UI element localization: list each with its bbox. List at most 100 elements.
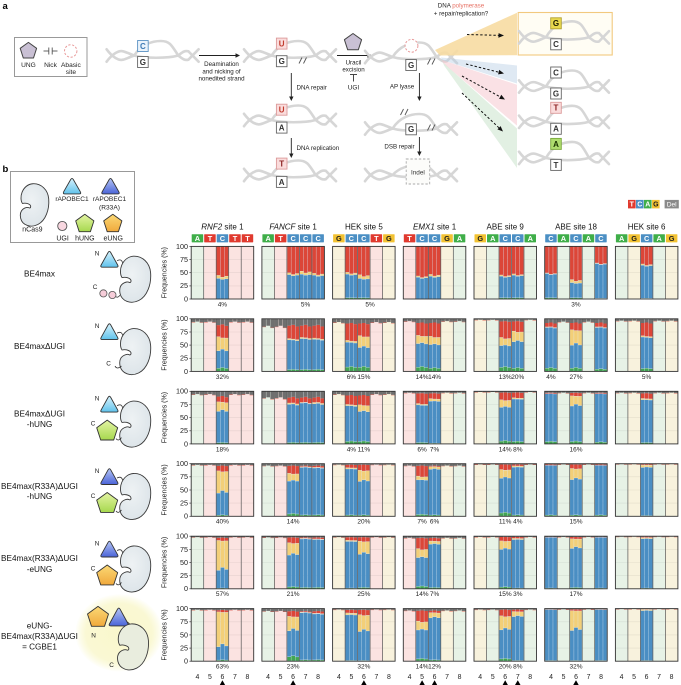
svg-text:G: G — [386, 234, 392, 243]
svg-text:Del: Del — [667, 201, 677, 208]
svg-text:(R33A): (R33A) — [99, 204, 120, 211]
svg-text:T: T — [374, 234, 379, 243]
svg-text:8%: 8% — [513, 446, 523, 453]
svg-text:8: 8 — [316, 674, 320, 681]
svg-text:BE4maxΔUGI: BE4maxΔUGI — [14, 342, 65, 351]
svg-text:C: C — [553, 68, 559, 77]
svg-text:8: 8 — [670, 674, 674, 681]
svg-text:0: 0 — [184, 439, 188, 448]
svg-text:5%: 5% — [365, 301, 375, 308]
svg-text:13%: 13% — [499, 374, 512, 381]
svg-text:8: 8 — [458, 674, 462, 681]
svg-text:T: T — [554, 104, 559, 113]
svg-text:BE4max(R33A)ΔUGI: BE4max(R33A)ΔUGI — [1, 632, 78, 641]
svg-text:6: 6 — [503, 674, 507, 681]
svg-text:Frequencies (%): Frequencies (%) — [162, 319, 169, 370]
svg-text:Deamination: Deamination — [204, 61, 239, 68]
svg-text:Abasic: Abasic — [61, 62, 81, 69]
svg-text:75: 75 — [180, 255, 188, 264]
svg-text:A: A — [561, 234, 567, 243]
svg-text:C: C — [303, 234, 309, 243]
svg-text:G: G — [140, 58, 146, 67]
svg-text:14%: 14% — [428, 374, 441, 381]
svg-text:27%: 27% — [569, 374, 582, 381]
svg-text:N: N — [91, 632, 96, 639]
svg-text:ABE site 18: ABE site 18 — [555, 222, 597, 231]
svg-text:C: C — [432, 234, 438, 243]
svg-text:HEK site 6: HEK site 6 — [628, 222, 666, 231]
svg-text:14%: 14% — [416, 664, 429, 671]
svg-text:A: A — [553, 140, 559, 149]
svg-text:5: 5 — [420, 674, 424, 681]
svg-text:57%: 57% — [216, 591, 229, 598]
svg-text:FANCF site 1: FANCF site 1 — [269, 222, 317, 231]
svg-text:100: 100 — [176, 242, 188, 251]
svg-text:20%: 20% — [499, 664, 512, 671]
svg-text:C: C — [637, 202, 642, 209]
svg-text:5: 5 — [562, 674, 566, 681]
svg-text:32%: 32% — [216, 374, 229, 381]
svg-text:b: b — [3, 164, 9, 175]
svg-text:5%: 5% — [642, 374, 652, 381]
svg-text:A: A — [279, 178, 285, 187]
svg-text:6%: 6% — [347, 374, 357, 381]
svg-text:DSB repair: DSB repair — [384, 144, 414, 151]
svg-text:5%: 5% — [301, 301, 311, 308]
svg-text:50: 50 — [180, 413, 188, 422]
svg-text:21%: 21% — [287, 591, 300, 598]
svg-text:G: G — [408, 61, 414, 70]
svg-text:23%: 23% — [287, 664, 300, 671]
svg-text:32%: 32% — [357, 664, 370, 671]
svg-text:T: T — [245, 234, 250, 243]
svg-text:T: T — [407, 234, 412, 243]
svg-text:A: A — [195, 234, 201, 243]
svg-text:C: C — [598, 234, 604, 243]
svg-text:8: 8 — [528, 674, 532, 681]
svg-text:T: T — [278, 234, 283, 243]
svg-text:5: 5 — [491, 674, 495, 681]
svg-text:C: C — [515, 234, 521, 243]
svg-text:16%: 16% — [569, 446, 582, 453]
svg-text:A: A — [528, 234, 534, 243]
svg-text:25: 25 — [180, 499, 188, 508]
svg-text:7: 7 — [587, 674, 591, 681]
svg-text:25: 25 — [180, 354, 188, 363]
svg-text:C: C — [91, 566, 96, 573]
svg-text:100: 100 — [176, 314, 188, 323]
svg-text:excision: excision — [342, 67, 365, 74]
svg-text:6: 6 — [291, 674, 295, 681]
svg-text:25: 25 — [180, 281, 188, 290]
svg-text:100: 100 — [176, 604, 188, 613]
svg-text:C: C — [644, 234, 650, 243]
svg-text:RNF2 site 1: RNF2 site 1 — [201, 222, 244, 231]
svg-text:A: A — [553, 125, 559, 134]
svg-text:7: 7 — [304, 674, 308, 681]
svg-text:DNA replication: DNA replication — [297, 145, 340, 152]
svg-text:75: 75 — [180, 545, 188, 554]
svg-text:6%: 6% — [430, 519, 440, 526]
svg-text:4: 4 — [337, 674, 341, 681]
svg-text:C: C — [91, 493, 96, 500]
svg-text:7: 7 — [445, 674, 449, 681]
svg-text:C: C — [106, 361, 111, 368]
svg-text:5: 5 — [349, 674, 353, 681]
svg-text:UGI: UGI — [348, 85, 360, 92]
svg-text:7%: 7% — [430, 446, 440, 453]
svg-text:6: 6 — [362, 674, 366, 681]
svg-text:T: T — [630, 202, 635, 209]
svg-text:5: 5 — [208, 674, 212, 681]
svg-text:EMX1 site 1: EMX1 site 1 — [413, 222, 457, 231]
svg-text:20%: 20% — [357, 519, 370, 526]
svg-text:14%: 14% — [416, 591, 429, 598]
svg-text:Frequencies (%): Frequencies (%) — [162, 247, 169, 298]
svg-text:15%: 15% — [357, 374, 370, 381]
svg-text:7: 7 — [657, 674, 661, 681]
svg-text:4: 4 — [549, 674, 553, 681]
svg-text:T: T — [279, 160, 284, 169]
svg-text:G: G — [653, 202, 659, 209]
svg-text:eUNG: eUNG — [103, 236, 122, 243]
svg-text:25%: 25% — [357, 591, 370, 598]
svg-text:50: 50 — [180, 630, 188, 639]
svg-text:A: A — [586, 234, 592, 243]
svg-text:50: 50 — [180, 268, 188, 277]
